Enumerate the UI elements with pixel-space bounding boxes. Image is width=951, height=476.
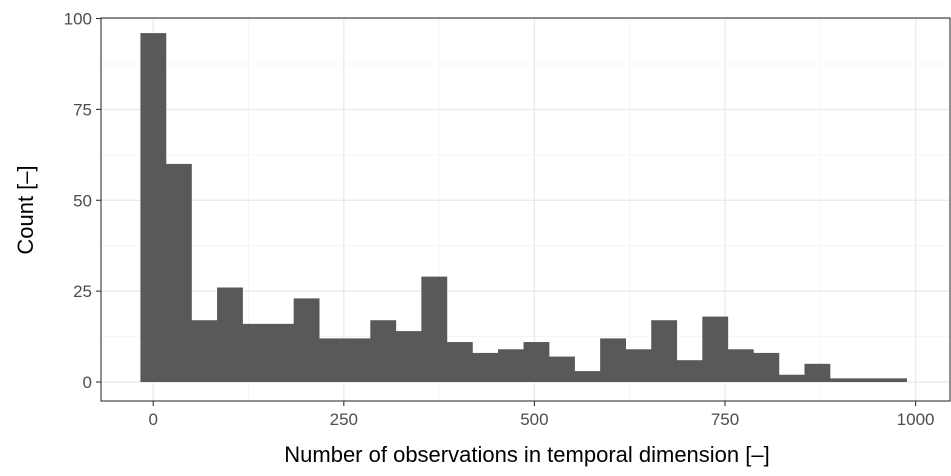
histogram-bar	[523, 342, 550, 382]
y-tick-label: 75	[73, 100, 92, 119]
histogram-bar	[804, 363, 831, 382]
y-tick-label: 50	[73, 191, 92, 210]
y-tick-label: 0	[83, 373, 92, 392]
x-tick-label: 0	[148, 410, 157, 429]
histogram-bar	[344, 338, 371, 382]
histogram-bar	[268, 323, 294, 382]
y-tick-label: 100	[64, 10, 92, 29]
histogram-bar	[217, 287, 243, 382]
histogram-bar	[446, 342, 473, 382]
histogram-bar	[472, 352, 499, 382]
histogram-bar	[549, 356, 575, 382]
histogram-bar	[727, 349, 754, 382]
y-axis: 0 25 50 75 100	[64, 10, 101, 392]
histogram-bar	[421, 276, 448, 382]
histogram-bar	[140, 33, 167, 382]
histogram-bar	[753, 352, 780, 382]
histogram-bar	[497, 349, 524, 382]
x-tick-label: 250	[330, 410, 358, 429]
histogram-bar	[651, 320, 678, 382]
x-tick-label: 500	[520, 410, 548, 429]
histogram-bar	[370, 320, 397, 382]
x-tick-label: 750	[711, 410, 739, 429]
x-axis: 0 250 500 750 1000	[148, 401, 935, 429]
histogram-bar	[319, 338, 346, 382]
histogram-bar	[881, 378, 907, 382]
histogram-bar	[600, 338, 626, 382]
histogram-bar	[778, 374, 805, 382]
histogram-bar	[855, 378, 882, 382]
y-tick-label: 25	[73, 282, 92, 301]
x-axis-title: Number of observations in temporal dimen…	[284, 442, 769, 467]
histogram-bar	[191, 320, 218, 382]
histogram-bar	[830, 378, 856, 382]
histogram-bar	[574, 371, 601, 382]
grid-minor	[101, 18, 950, 401]
histogram-bar	[165, 163, 192, 382]
y-axis-title: Count [–]	[13, 165, 38, 254]
panel-border	[100, 17, 951, 402]
histogram-bars	[140, 33, 907, 382]
histogram-bar	[702, 316, 729, 382]
histogram-bar	[293, 298, 320, 382]
x-tick-label: 1000	[897, 410, 935, 429]
histogram-bar	[625, 349, 652, 382]
histogram-bar	[242, 323, 269, 382]
histogram-bar	[676, 360, 703, 382]
histogram-bar	[395, 331, 422, 382]
